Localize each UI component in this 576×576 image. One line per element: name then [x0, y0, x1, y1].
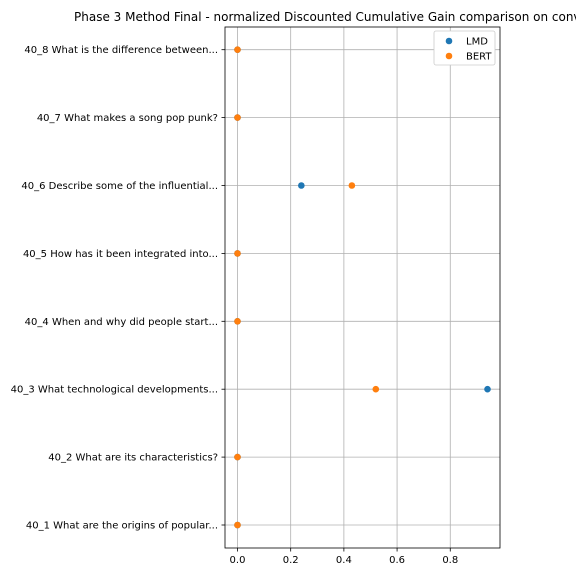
x-tick-label: 0.6 [389, 555, 405, 566]
x-tick-label: 0.0 [230, 555, 246, 566]
x-tick-label: 0.2 [283, 555, 299, 566]
y-category-label: 40_3 What technological developments... [11, 385, 218, 396]
axis-ticks: 0.0 0.2 0.4 0.6 0.8 40_1 What are the origins… [11, 45, 459, 566]
lmd-point [484, 385, 491, 393]
legend-marker-bert [445, 52, 453, 60]
bert-point [234, 250, 241, 257]
chart-title: Phase 3 Method Final - normalized Discou… [74, 10, 576, 24]
bert-point [234, 46, 241, 53]
y-category-label: 40_1 What are the origins of popular... [26, 521, 218, 532]
bert-point [234, 318, 241, 325]
y-category-label: 40_2 What are its characteristics? [48, 453, 218, 464]
y-category-label: 40_7 What makes a song pop punk? [37, 113, 218, 124]
x-tick-label: 0.8 [442, 555, 458, 566]
bert-point [372, 385, 380, 393]
y-category-label: 40_8 What is the difference between... [24, 45, 218, 56]
x-tick-label: 0.4 [336, 555, 352, 566]
grid-lines [225, 27, 500, 548]
legend-marker-lmd [445, 37, 453, 45]
bert-point [234, 114, 241, 121]
bert-point [234, 453, 241, 461]
lmd-point [298, 182, 305, 189]
bert-point [234, 521, 241, 529]
y-category-label: 40_5 How has it been integrated into... [23, 249, 218, 260]
legend-label-lmd: LMD [466, 37, 488, 48]
y-category-label: 40_4 When and why did people start... [25, 317, 218, 328]
data-points [234, 46, 491, 529]
legend-label-bert: BERT [466, 52, 492, 63]
legend: LMD BERT [433, 30, 496, 66]
plot-area-frame [224, 26, 501, 549]
y-category-label: 40_6 Describe some of the influential... [21, 181, 218, 192]
bert-point [348, 182, 356, 189]
